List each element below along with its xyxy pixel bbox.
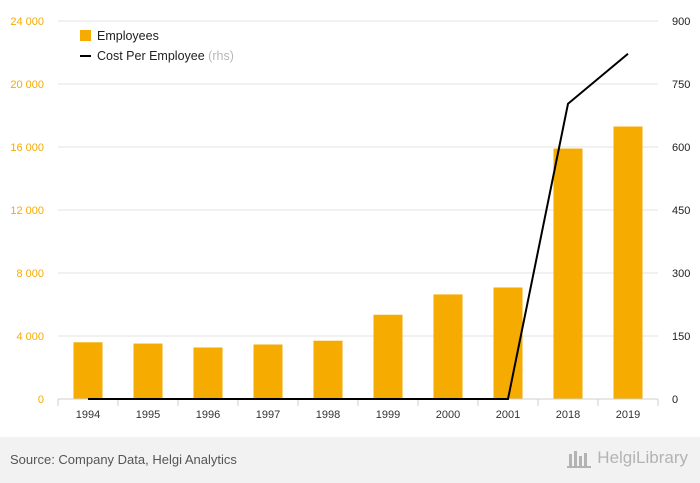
x-axis-tick-label: 2000 [436, 409, 460, 421]
bar-employees-1996 [193, 347, 223, 399]
x-axis-tick-label: 1996 [196, 409, 220, 421]
bar-employees-2018 [553, 148, 583, 399]
source-text: Source: Company Data, Helgi Analytics [10, 452, 237, 467]
bar-employees-2001 [493, 287, 523, 399]
line-cost-per-employee [88, 52, 629, 400]
x-axis-tick-label: 2019 [616, 409, 640, 421]
bar-employees-2000 [433, 294, 463, 399]
brand-name: HelgiLibrary [597, 448, 688, 467]
x-axis-tick-label: 1997 [256, 409, 280, 421]
bar-employees-1999 [373, 314, 403, 399]
right-axis-tick-label: 750 [672, 79, 690, 91]
x-axis-tick-label: 2001 [496, 409, 520, 421]
x-axis-tick-label: 2018 [556, 409, 580, 421]
x-axis-tick-label: 1995 [136, 409, 160, 421]
x-axis-tick-label: 1994 [76, 409, 100, 421]
right-axis-tick-label: 450 [672, 205, 690, 217]
library-icon [567, 451, 592, 468]
right-axis-tick-label: 300 [672, 268, 690, 280]
left-axis-tick-label: 0 [38, 394, 44, 406]
brand-logo: HelgiLibrary [567, 448, 688, 468]
left-axis-tick-label: 20 000 [10, 79, 44, 91]
x-axis-tick-label: 1999 [376, 409, 400, 421]
bar-employees-1997 [253, 344, 283, 399]
left-axis-tick-label: 4 000 [16, 331, 44, 343]
left-axis-tick-label: 8 000 [16, 268, 44, 280]
left-axis-tick-label: 12 000 [10, 205, 44, 217]
right-axis-tick-label: 900 [672, 16, 690, 28]
bar-employees-1998 [313, 340, 343, 399]
left-axis-tick-label: 16 000 [10, 142, 44, 154]
footer: Source: Company Data, Helgi Analytics He… [0, 437, 700, 483]
chart-svg: 0 4 000 8 000 12 000 16 000 20 000 24 000 0 150 3… [10, 16, 690, 421]
legend-label-suffix: (rhs) [208, 49, 234, 63]
left-axis-tick-label: 24 000 [10, 16, 44, 28]
right-axis-tick-label: 600 [672, 142, 690, 154]
legend-label-employees: Employees [97, 29, 159, 43]
legend-label-cost-per-employee: Cost Per Employee (rhs) [97, 49, 234, 63]
right-axis-tick-label: 150 [672, 331, 690, 343]
bar-employees-1994 [73, 342, 103, 399]
bar-employees-2019 [613, 126, 643, 400]
right-axis-tick-label: 0 [672, 394, 678, 406]
x-axis-tick-label: 1998 [316, 409, 340, 421]
legend-swatch-employees [80, 30, 91, 41]
bar-employees-1995 [133, 343, 163, 399]
